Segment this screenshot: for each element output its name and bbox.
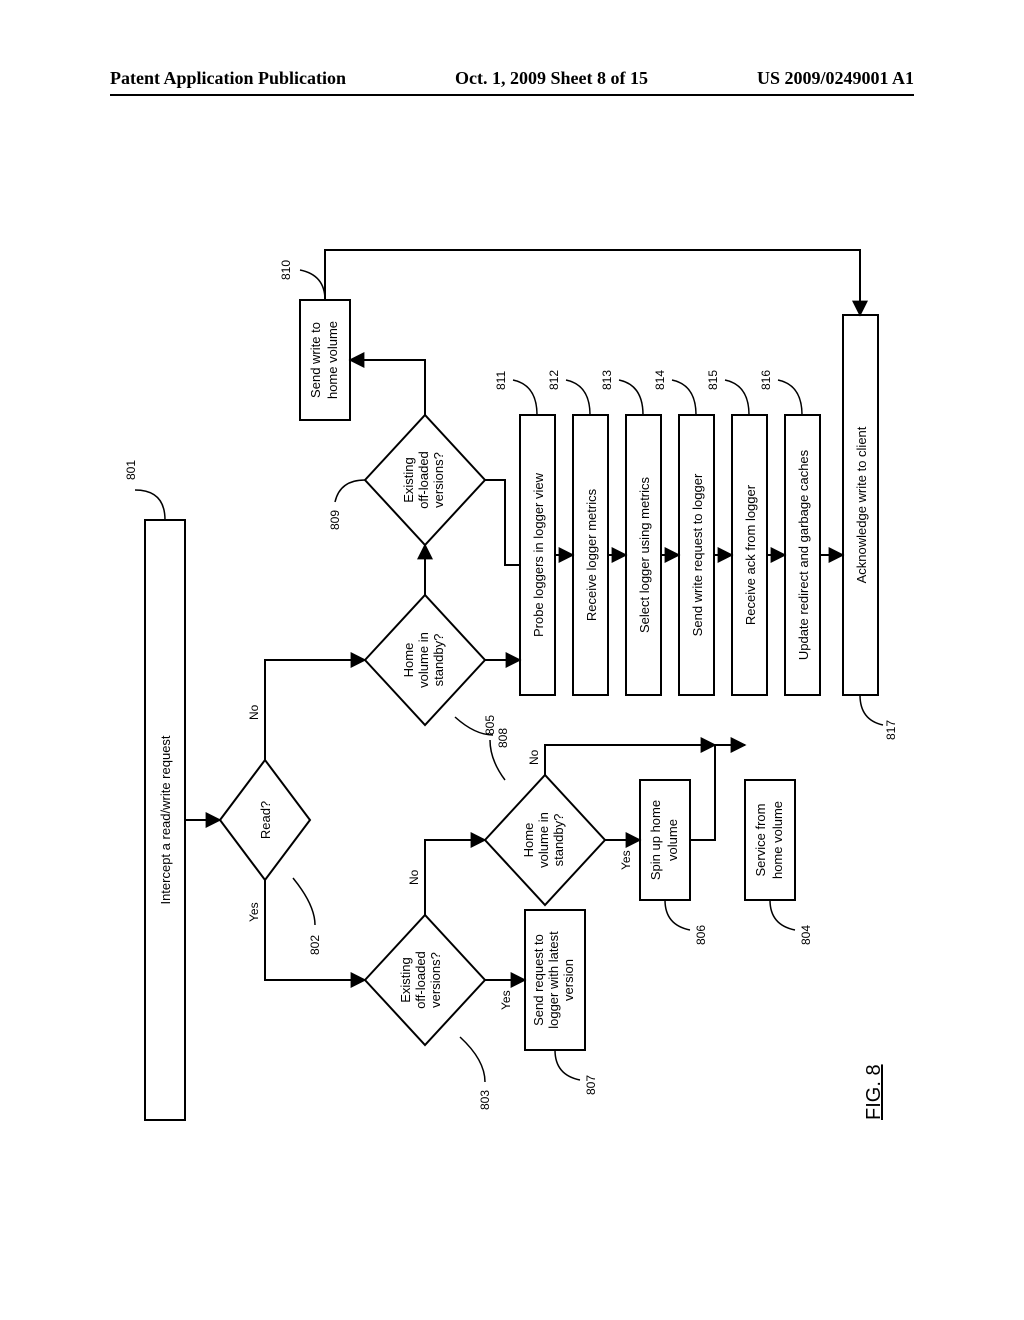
- node-809-label: 809: [328, 510, 342, 530]
- node-804-label: 804: [799, 925, 813, 945]
- node-803-t3: versions?: [428, 952, 443, 1008]
- node-801-text: Intercept a read/write request: [158, 735, 173, 904]
- edge-802-no-label: No: [247, 704, 261, 720]
- node-805-t2: volume in: [536, 812, 551, 868]
- node-812-label: 812: [547, 370, 561, 390]
- node-809-t3: versions?: [431, 452, 446, 508]
- node-805-label: 805: [483, 715, 497, 735]
- node-817-label: 817: [884, 720, 895, 740]
- edge-805-yes-label: Yes: [619, 850, 633, 870]
- edge: [350, 360, 425, 415]
- node-815: Receive ack from logger 815: [706, 370, 767, 695]
- node-814-text: Send write request to logger: [690, 473, 705, 636]
- node-814-label: 814: [653, 370, 667, 390]
- header-center: Oct. 1, 2009 Sheet 8 of 15: [455, 68, 648, 89]
- page-header: Patent Application Publication Oct. 1, 2…: [110, 68, 914, 89]
- node-806-t2: volume: [665, 819, 680, 861]
- node-813: Select logger using metrics 813: [600, 370, 661, 695]
- header-rule: [110, 94, 914, 96]
- edge-803-yes-label: Yes: [499, 990, 513, 1010]
- edge-805-yes: Yes: [605, 840, 640, 870]
- node-802: Read? 802: [220, 760, 322, 955]
- edge-803-no: No: [407, 840, 485, 915]
- edge-805-no-label: No: [527, 749, 541, 765]
- node-810-label: 810: [279, 260, 293, 280]
- node-808-t2: volume in: [416, 632, 431, 688]
- flowchart-figure: Intercept a read/write request 801 Read?…: [125, 210, 895, 1180]
- header-right: US 2009/0249001 A1: [757, 68, 914, 89]
- node-801: Intercept a read/write request 801: [125, 460, 185, 1120]
- node-808-t3: standby?: [431, 634, 446, 687]
- node-806-t1: Spin up home: [648, 800, 663, 880]
- node-806-label: 806: [694, 925, 708, 945]
- node-817-text: Acknowledge write to client: [854, 426, 869, 583]
- header-left: Patent Application Publication: [110, 68, 346, 89]
- node-809-t2: off-loaded: [416, 451, 431, 509]
- node-810-t2: home volume: [325, 321, 340, 399]
- node-812: Receive logger metrics 812: [547, 370, 608, 695]
- node-807-t1: Send request to: [531, 934, 546, 1026]
- node-803-t2: off-loaded: [413, 951, 428, 1009]
- node-813-label: 813: [600, 370, 614, 390]
- node-807-label: 807: [584, 1075, 598, 1095]
- edge: [325, 250, 860, 315]
- node-803: Existing off-loaded versions? 803: [365, 915, 492, 1110]
- node-811-label: 811: [494, 371, 508, 390]
- edge-805-no: No: [527, 745, 715, 775]
- node-802-text: Read?: [258, 801, 273, 839]
- node-811-text: Probe loggers in logger view: [531, 472, 546, 637]
- edge-803-yes: Yes: [485, 980, 525, 1010]
- node-815-text: Receive ack from logger: [743, 484, 758, 625]
- node-813-text: Select logger using metrics: [637, 476, 652, 633]
- node-812-text: Receive logger metrics: [584, 488, 599, 621]
- node-814: Send write request to logger 814: [653, 370, 714, 695]
- node-805-t1: Home: [521, 823, 536, 858]
- edge-803-no-label: No: [407, 869, 421, 885]
- node-804: Service from home volume 804: [745, 780, 813, 945]
- node-816-label: 816: [759, 370, 773, 390]
- node-811: Probe loggers in logger view 811: [494, 371, 555, 695]
- node-807: Send request to logger with latest versi…: [525, 910, 598, 1095]
- figure-label: FIG. 8: [863, 1064, 885, 1120]
- node-804-t2: home volume: [770, 801, 785, 879]
- node-808-label: 808: [496, 728, 510, 748]
- edge: [690, 745, 715, 840]
- node-816: Update redirect and garbage caches 816: [759, 370, 820, 695]
- edge-802-yes: Yes: [247, 880, 365, 980]
- node-809: Existing off-loaded versions? 809: [328, 415, 485, 545]
- edge: [485, 480, 520, 565]
- node-806: Spin up home volume 806: [640, 780, 708, 945]
- node-803-t1: Existing: [398, 957, 413, 1003]
- edge-802-yes-label: Yes: [247, 902, 261, 922]
- node-816-text: Update redirect and garbage caches: [796, 449, 811, 660]
- node-802-label: 802: [308, 935, 322, 955]
- node-810-t1: Send write to: [308, 322, 323, 398]
- edge-802-no: No: [247, 660, 365, 760]
- node-810: Send write to home volume 810: [279, 260, 350, 420]
- node-803-label: 803: [478, 1090, 492, 1110]
- node-815-label: 815: [706, 370, 720, 390]
- node-808-t1: Home: [401, 643, 416, 678]
- node-804-t1: Service from: [753, 804, 768, 877]
- node-805-t3: standby?: [551, 814, 566, 867]
- node-807-t3: version: [561, 959, 576, 1001]
- node-807-t2: logger with latest: [546, 931, 561, 1029]
- node-801-label: 801: [125, 460, 138, 480]
- node-817: Acknowledge write to client 817: [843, 315, 895, 740]
- node-809-t1: Existing: [401, 457, 416, 503]
- page-root: Patent Application Publication Oct. 1, 2…: [0, 0, 1024, 1320]
